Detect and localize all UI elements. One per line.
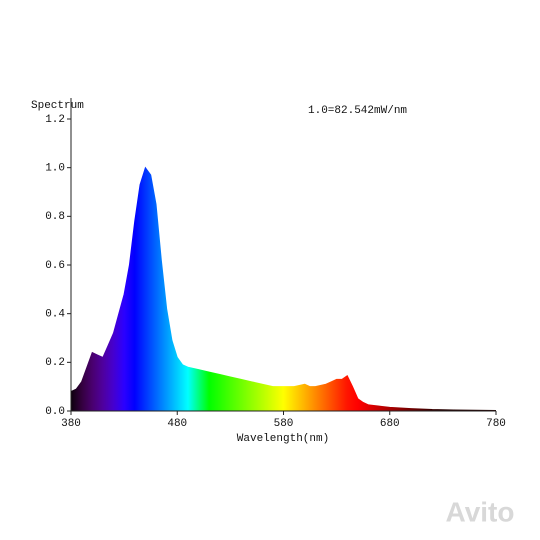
x-tick-label: 780 — [486, 418, 506, 430]
y-tick-label: 0.0 — [45, 406, 65, 418]
watermark: Avito — [446, 496, 515, 527]
y-tick-label: 1.2 — [45, 114, 65, 126]
chart-title: Spectrum — [31, 100, 84, 112]
y-tick-label: 0.8 — [45, 211, 65, 223]
x-tick-label: 480 — [167, 418, 187, 430]
y-tick-label: 0.4 — [45, 309, 65, 321]
spectrum-area — [71, 167, 496, 411]
y-tick-label: 0.6 — [45, 260, 65, 272]
spectrum-line — [70, 166, 497, 412]
x-tick-label: 680 — [380, 418, 400, 430]
x-tick-label: 380 — [61, 418, 81, 430]
y-tick-label: 0.2 — [45, 357, 65, 369]
x-tick-label: 580 — [274, 418, 294, 430]
x-axis-label: Wavelength(nm) — [237, 433, 329, 445]
y-tick-label: 1.0 — [45, 163, 65, 175]
chart-subtitle: 1.0=82.542mW/nm — [308, 105, 407, 117]
